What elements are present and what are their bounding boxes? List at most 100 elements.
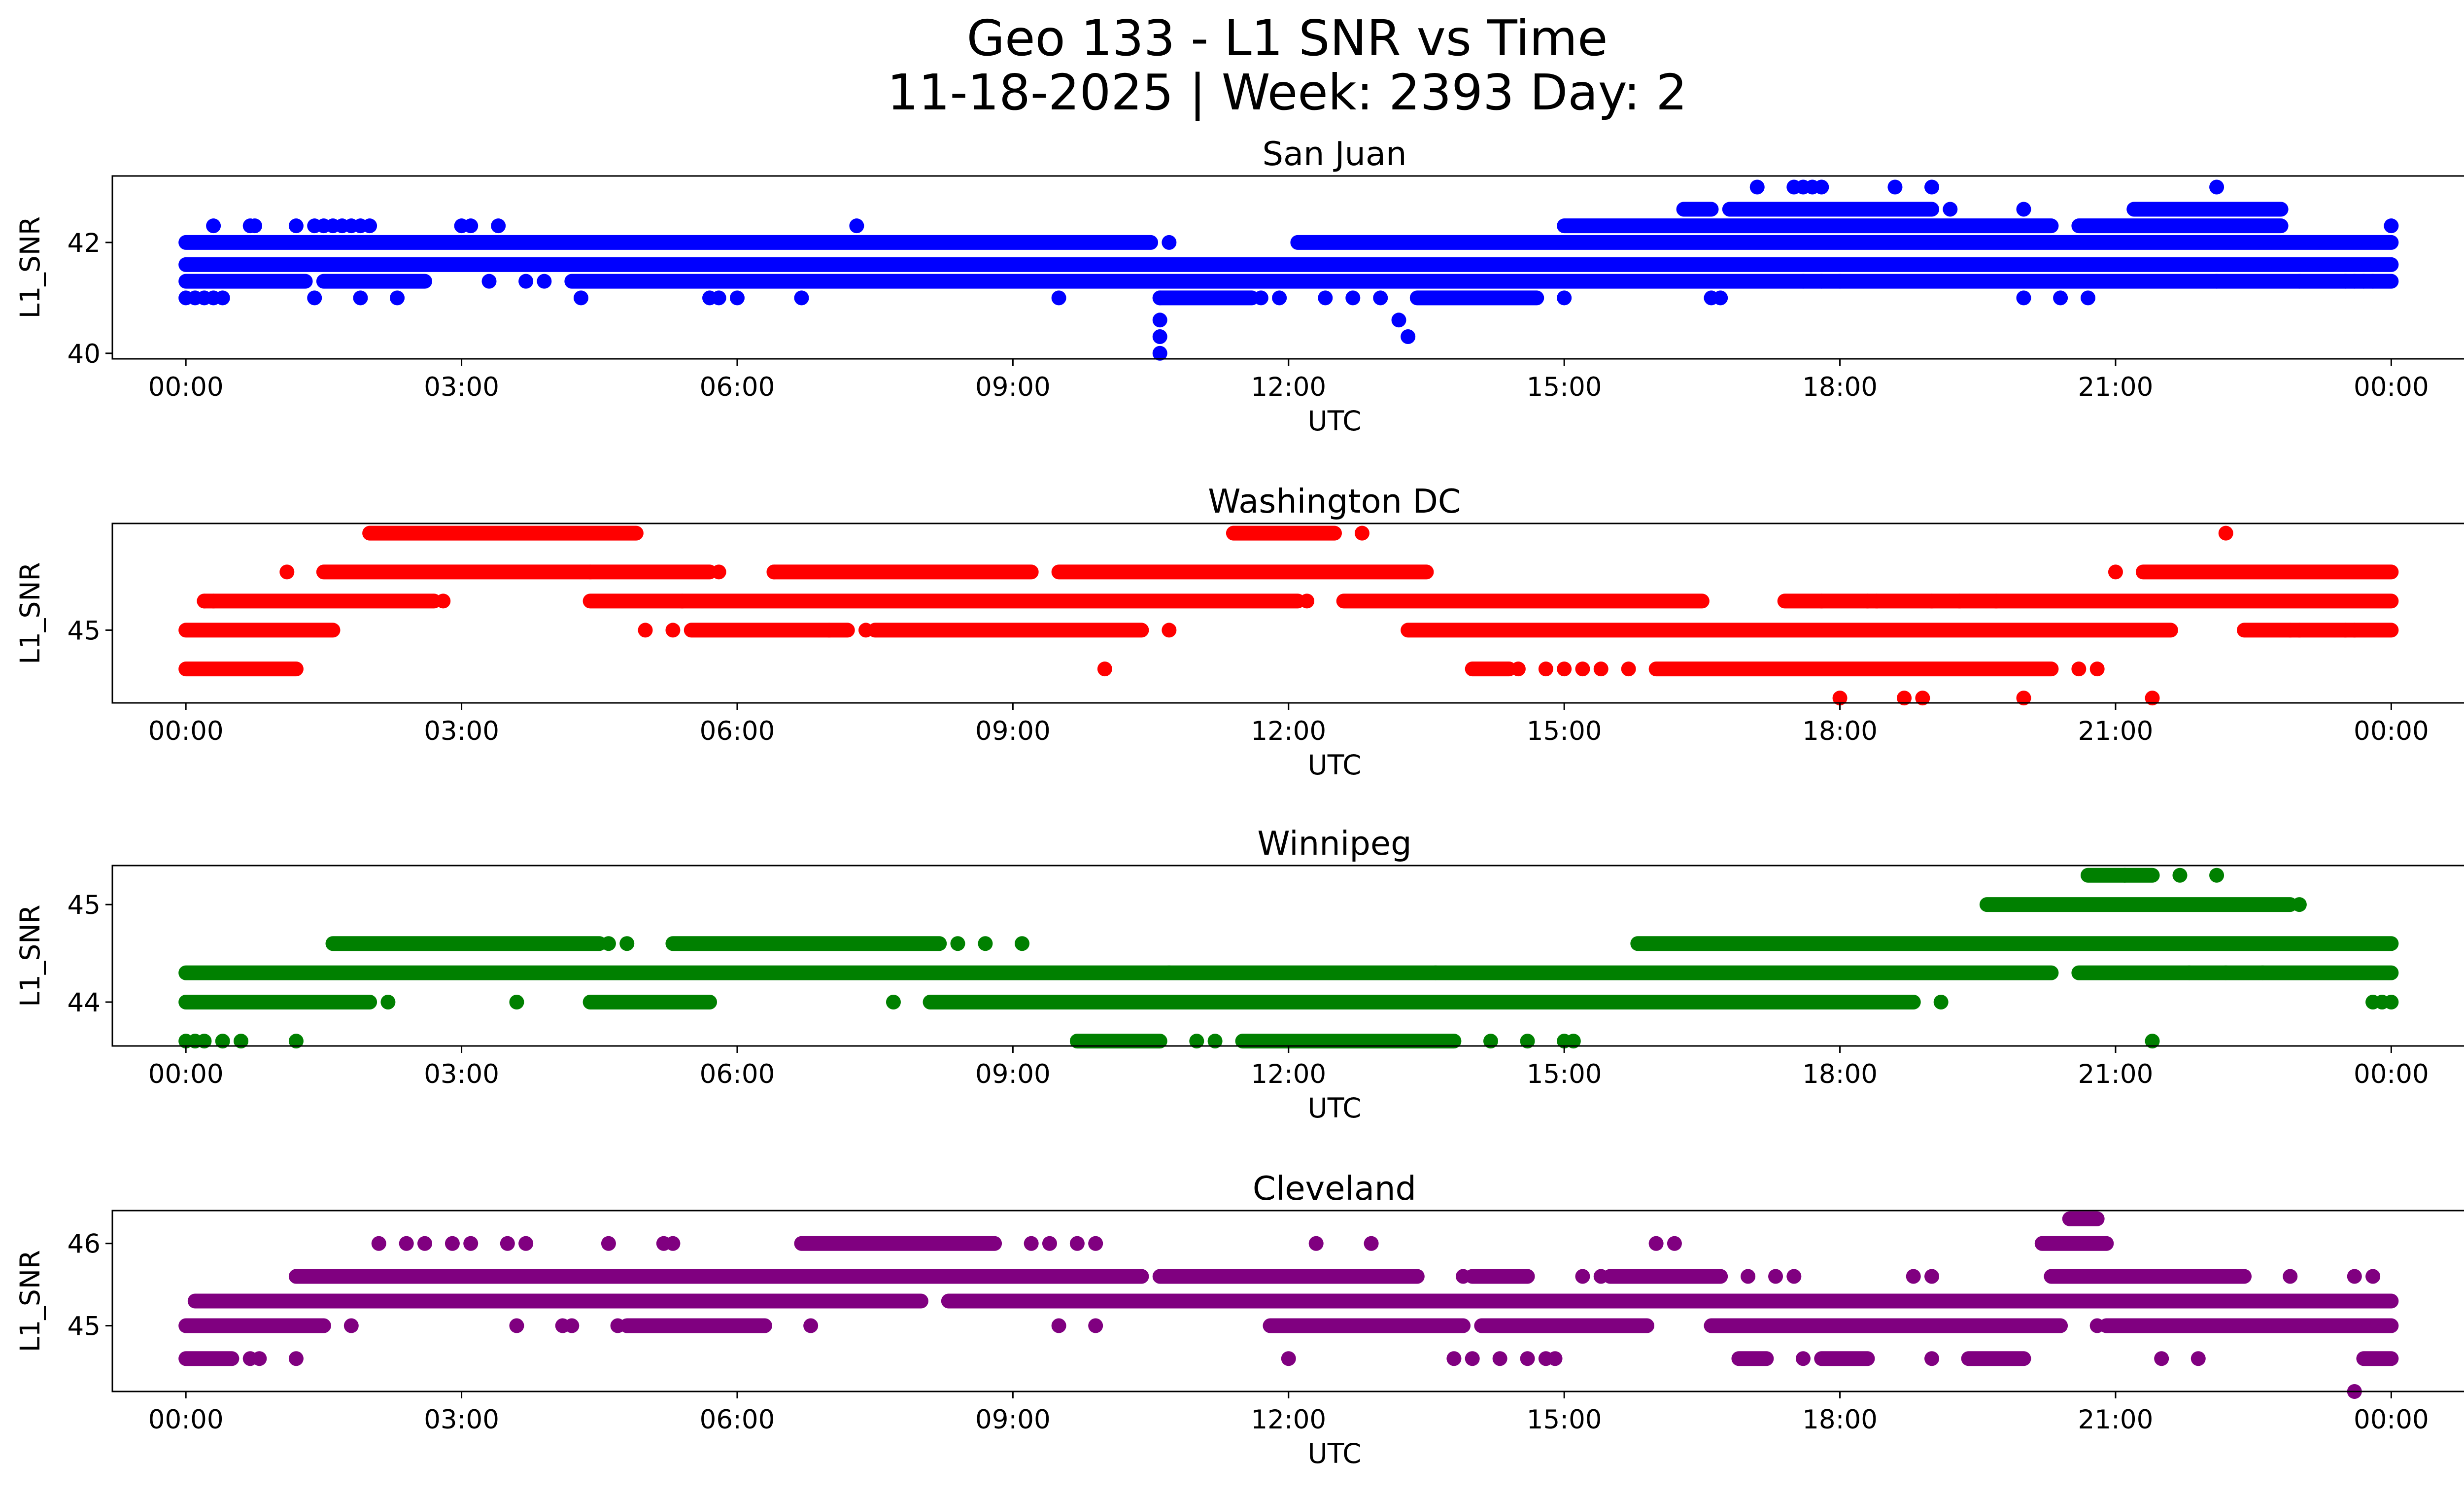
data-point-25 <box>2209 868 2224 883</box>
y-tick-label: 42 <box>68 228 101 258</box>
data-point-22 <box>1933 994 1949 1009</box>
data-point-51 <box>2365 1269 2381 1284</box>
x-tick-label: 00:00 <box>148 372 224 402</box>
data-point-60 <box>2053 290 2068 306</box>
data-point-32 <box>1492 1351 1507 1366</box>
data-point-7 <box>509 994 524 1009</box>
data-point-15 <box>1207 1034 1223 1049</box>
x-tick-label: 12:00 <box>1251 1405 1326 1435</box>
x-tick-label: 00:00 <box>2354 1059 2429 1089</box>
data-point-40 <box>2347 623 2362 638</box>
x-axis-label: UTC <box>1307 749 1361 781</box>
data-point-36 <box>1162 235 1177 250</box>
data-point-53 <box>1924 179 1940 195</box>
data-point-40 <box>1456 1269 1471 1284</box>
x-tick-label: 06:00 <box>700 1405 775 1435</box>
data-point-4 <box>234 1034 249 1049</box>
data-point-33 <box>2292 897 2307 912</box>
y-tick-label: 45 <box>68 616 101 646</box>
x-tick-label: 21:00 <box>2078 1405 2154 1435</box>
data-point-44 <box>1557 290 1572 306</box>
data-point-62 <box>2209 179 2224 195</box>
x-tick-label: 18:00 <box>1802 1059 1878 1089</box>
data-point-38 <box>1924 1269 1940 1284</box>
data-point-3 <box>436 593 451 609</box>
x-tick-label: 21:00 <box>2078 372 2154 402</box>
data-point-10 <box>353 290 368 306</box>
data-point-41 <box>1575 1269 1590 1284</box>
y-tick-label: 46 <box>68 1229 101 1259</box>
data-point-58 <box>2016 202 2031 217</box>
y-tick-label: 40 <box>68 339 101 369</box>
data-point-5 <box>500 1236 515 1251</box>
x-tick-label: 15:00 <box>1527 1405 1602 1435</box>
data-point-52 <box>2310 1318 2326 1333</box>
data-point-32 <box>2071 661 2087 677</box>
data-point-18 <box>390 290 405 306</box>
data-point-39 <box>1318 290 1333 306</box>
data-point-2 <box>279 564 295 580</box>
data-point-19 <box>1575 661 1590 677</box>
data-point-57 <box>1943 202 1958 217</box>
data-point-42 <box>1593 1269 1608 1284</box>
data-point-21 <box>1621 661 1636 677</box>
data-point-14 <box>1189 1034 1204 1049</box>
data-point-27 <box>2182 965 2197 980</box>
data-series <box>178 1211 2399 1399</box>
data-point-25 <box>573 290 588 306</box>
data-point-11 <box>950 936 965 951</box>
data-point-59 <box>2016 290 2031 306</box>
data-point-12 <box>1097 661 1112 677</box>
y-axis-label: L1_SNR <box>14 216 46 318</box>
data-point-35 <box>1152 290 1167 306</box>
data-point-46 <box>2154 1351 2169 1366</box>
x-tick-label: 21:00 <box>2078 1059 2154 1089</box>
data-series <box>178 868 2399 1049</box>
x-tick-label: 18:00 <box>1802 372 1878 402</box>
data-point-32 <box>1152 346 1167 361</box>
data-point-8 <box>886 994 901 1009</box>
data-point-34 <box>1152 313 1167 328</box>
x-tick-label: 06:00 <box>700 716 775 746</box>
x-tick-label: 15:00 <box>1527 716 1602 746</box>
data-point-24 <box>564 1318 580 1333</box>
x-tick-label: 03:00 <box>424 716 499 746</box>
data-point-25 <box>1915 691 1930 706</box>
data-point-23 <box>1832 691 1848 706</box>
y-axis-label: L1_SNR <box>14 904 46 1007</box>
subplot-1: Washington DC 00:00 03:00 06:00 09:00 12:00 15… <box>14 482 2464 781</box>
y-axis-label: L1_SNR <box>14 1250 46 1352</box>
data-point-6 <box>380 994 396 1009</box>
y-axis-label: L1_SNR <box>14 562 46 664</box>
figure-title-line1: Geo 133 - L1 SNR vs Time <box>967 9 1608 67</box>
data-point-41 <box>1373 290 1388 306</box>
x-tick-label: 15:00 <box>1527 1059 1602 1089</box>
data-point-69 <box>2384 218 2399 234</box>
data-point-7 <box>601 1236 616 1251</box>
data-point-4 <box>215 290 230 306</box>
data-point-3 <box>215 1034 230 1049</box>
subplot-title: Winnipeg <box>1257 824 1411 863</box>
x-tick-label: 12:00 <box>1251 1059 1326 1089</box>
data-point-12 <box>978 936 993 951</box>
data-point-53 <box>2328 1318 2344 1333</box>
x-tick-label: 03:00 <box>424 1059 499 1089</box>
x-tick-label: 12:00 <box>1251 716 1326 746</box>
data-point-46 <box>1713 290 1728 306</box>
data-point-9 <box>766 564 782 580</box>
data-point-44 <box>1768 1269 1783 1284</box>
x-tick-label: 00:00 <box>148 716 224 746</box>
x-tick-label: 03:00 <box>424 372 499 402</box>
x-tick-label: 09:00 <box>975 1059 1051 1089</box>
data-point-28 <box>1924 593 1940 609</box>
data-point-10 <box>1024 1236 1039 1251</box>
x-axis-label: UTC <box>1307 1092 1361 1124</box>
data-point-11 <box>1042 1236 1057 1251</box>
data-point-8 <box>288 218 304 234</box>
data-point-0 <box>371 1236 386 1251</box>
x-tick-label: 09:00 <box>975 716 1051 746</box>
data-point-7 <box>675 593 690 609</box>
x-axis-label: UTC <box>1307 405 1361 437</box>
data-point-19 <box>1566 1034 1581 1049</box>
